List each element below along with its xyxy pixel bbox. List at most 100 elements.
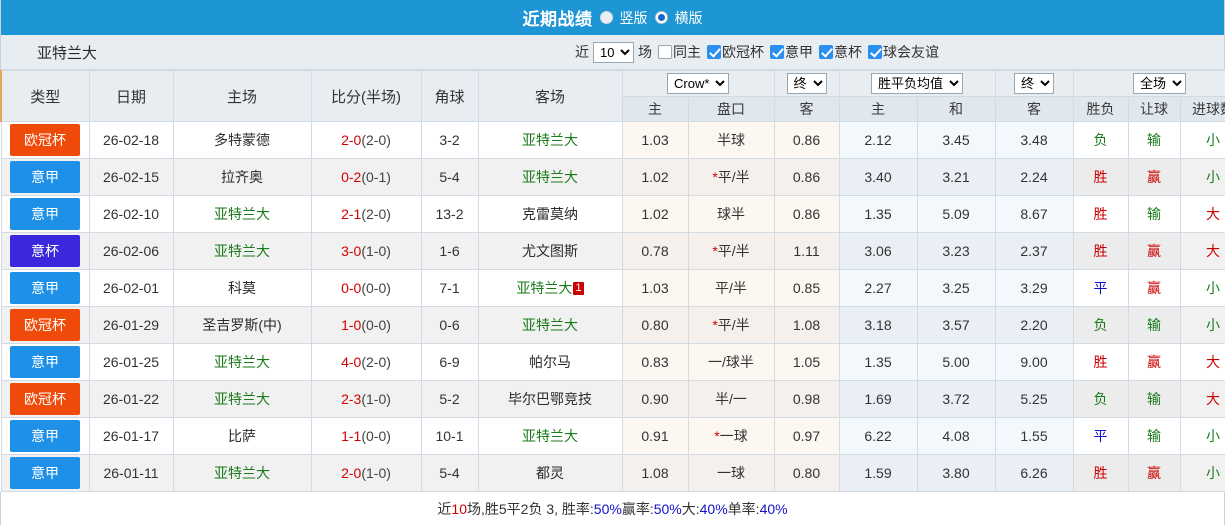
- away-team-name[interactable]: 都灵: [536, 465, 564, 481]
- cell-away-team[interactable]: 帕尔马: [477, 343, 623, 381]
- cell-score[interactable]: 2-0(1-0): [310, 454, 422, 492]
- league-filter-coppa[interactable]: 意杯: [819, 42, 862, 62]
- cell-away-team[interactable]: 都灵: [477, 454, 623, 492]
- match-count-select[interactable]: 10: [593, 41, 634, 63]
- cell-home-team[interactable]: 比萨: [172, 417, 312, 455]
- radio-vertical-view-label[interactable]: 竖版: [619, 9, 648, 26]
- league-badge[interactable]: 意甲: [10, 198, 80, 230]
- league-badge[interactable]: 欧冠杯: [10, 124, 80, 156]
- cell-score[interactable]: 2-0(2-0): [310, 121, 422, 159]
- cell-away-team[interactable]: 亚特兰大: [477, 121, 623, 159]
- table-row[interactable]: 欧冠杯 26-01-29 圣吉罗斯(中) 1-0(0-0) 0-6 亚特兰大 0.80 *平/…: [0, 306, 1225, 344]
- same-home-checkbox[interactable]: [658, 45, 672, 59]
- cell-type[interactable]: 意甲: [0, 195, 90, 233]
- odds-stage-2-select[interactable]: 终: [1014, 73, 1054, 94]
- league-badge[interactable]: 意甲: [10, 272, 80, 304]
- league-seriea-checkbox[interactable]: [770, 45, 784, 59]
- cell-type[interactable]: 意杯: [0, 232, 90, 270]
- league-badge[interactable]: 意甲: [10, 420, 80, 452]
- cell-type[interactable]: 意甲: [0, 417, 90, 455]
- league-badge[interactable]: 欧冠杯: [10, 309, 80, 341]
- league-ucl-checkbox[interactable]: [707, 45, 721, 59]
- away-team-name[interactable]: 亚特兰大: [522, 428, 578, 444]
- cell-type[interactable]: 欧冠杯: [0, 121, 90, 159]
- cell-type[interactable]: 意甲: [0, 269, 90, 307]
- away-team-name[interactable]: 亚特兰大: [522, 317, 578, 333]
- league-coppa-label[interactable]: 意杯: [834, 44, 862, 60]
- odds-stage-1-select[interactable]: 终: [786, 73, 827, 94]
- cell-home-team[interactable]: 亚特兰大: [172, 380, 312, 418]
- avg-selector-cell[interactable]: 胜平负均值: [838, 70, 996, 97]
- cell-home-team[interactable]: 亚特兰大: [172, 232, 312, 270]
- cell-score[interactable]: 0-2(0-1): [310, 158, 422, 196]
- cell-home-team[interactable]: 多特蒙德: [172, 121, 312, 159]
- table-row[interactable]: 意甲 26-02-15 拉齐奥 0-2(0-1) 5-4 亚特兰大 1.02 *平/半 0.86…: [0, 158, 1225, 196]
- odds-stage-1-cell[interactable]: 终: [773, 70, 840, 97]
- away-team-name[interactable]: 亚特兰大: [522, 169, 578, 185]
- cell-away-team[interactable]: 亚特兰大: [477, 306, 623, 344]
- cell-score[interactable]: 1-0(0-0): [310, 306, 422, 344]
- same-home-label[interactable]: 同主: [673, 44, 701, 60]
- table-row[interactable]: 意甲 26-02-01 科莫 0-0(0-0) 7-1 亚特兰大 1 1.03 平/半 0.85 2…: [0, 269, 1225, 307]
- cell-type[interactable]: 欧冠杯: [0, 306, 90, 344]
- league-ucl-label[interactable]: 欧冠杯: [722, 44, 764, 60]
- league-friendly-checkbox[interactable]: [868, 45, 882, 59]
- league-filter-ucl[interactable]: 欧冠杯: [707, 42, 764, 62]
- cell-score[interactable]: 0-0(0-0): [310, 269, 422, 307]
- cell-type[interactable]: 意甲: [0, 343, 90, 381]
- league-coppa-checkbox[interactable]: [819, 45, 833, 59]
- home-team-name[interactable]: 亚特兰大: [214, 206, 270, 222]
- home-team-name[interactable]: 亚特兰大: [214, 391, 270, 407]
- league-badge[interactable]: 意甲: [10, 161, 80, 193]
- league-filter-seriea[interactable]: 意甲: [770, 42, 813, 62]
- home-team-name[interactable]: 圣吉罗斯(中): [202, 317, 282, 333]
- table-row[interactable]: 意甲 26-01-25 亚特兰大 4-0(2-0) 6-9 帕尔马 0.83 一/球半 1.05…: [0, 343, 1225, 381]
- cell-score[interactable]: 1-1(0-0): [310, 417, 422, 455]
- league-badge[interactable]: 意甲: [10, 346, 80, 378]
- cell-away-team[interactable]: 亚特兰大: [477, 158, 623, 196]
- home-team-name[interactable]: 亚特兰大: [214, 243, 270, 259]
- league-seriea-label[interactable]: 意甲: [785, 44, 813, 60]
- table-row[interactable]: 意甲 26-01-11 亚特兰大 2-0(1-0) 5-4 都灵 1.08 一球 0.80 1.5…: [0, 454, 1225, 492]
- table-row[interactable]: 意杯 26-02-06 亚特兰大 3-0(1-0) 1-6 尤文图斯 0.78 *平/半 1.1…: [0, 232, 1225, 270]
- cell-away-team[interactable]: 亚特兰大: [477, 417, 623, 455]
- league-filter-friendly[interactable]: 球会友谊: [868, 42, 939, 62]
- home-team-name[interactable]: 亚特兰大: [214, 465, 270, 481]
- table-row[interactable]: 欧冠杯 26-02-18 多特蒙德 2-0(2-0) 3-2 亚特兰大 1.03 半球 0.86…: [0, 121, 1225, 159]
- cell-score[interactable]: 2-1(2-0): [310, 195, 422, 233]
- cell-away-team[interactable]: 毕尔巴鄂竞技: [477, 380, 623, 418]
- cell-home-team[interactable]: 科莫: [172, 269, 312, 307]
- table-row[interactable]: 意甲 26-01-17 比萨 1-1(0-0) 10-1 亚特兰大 0.91 *一球 0.97 6…: [0, 417, 1225, 455]
- home-team-name[interactable]: 科莫: [228, 280, 256, 296]
- radio-horizontal-view[interactable]: [654, 11, 668, 24]
- away-team-name[interactable]: 克雷莫纳: [522, 206, 578, 222]
- scope-selector-cell[interactable]: 全场: [1072, 70, 1225, 97]
- cell-score[interactable]: 4-0(2-0): [310, 343, 422, 381]
- same-home-filter[interactable]: 同主: [658, 42, 701, 62]
- home-team-name[interactable]: 拉齐奥: [221, 169, 263, 185]
- cell-type[interactable]: 意甲: [0, 158, 90, 196]
- away-team-name[interactable]: 亚特兰大: [522, 132, 578, 148]
- away-team-name[interactable]: 毕尔巴鄂竞技: [508, 391, 592, 407]
- home-team-name[interactable]: 比萨: [228, 428, 256, 444]
- cell-home-team[interactable]: 拉齐奥: [172, 158, 312, 196]
- cell-home-team[interactable]: 亚特兰大: [172, 343, 312, 381]
- home-team-name[interactable]: 亚特兰大: [214, 354, 270, 370]
- away-team-name[interactable]: 帕尔马: [529, 354, 571, 370]
- cell-away-team[interactable]: 克雷莫纳: [477, 195, 623, 233]
- radio-horizontal-view-label[interactable]: 横版: [674, 9, 703, 26]
- league-badge[interactable]: 意杯: [10, 235, 80, 267]
- table-row[interactable]: 欧冠杯 26-01-22 亚特兰大 2-3(1-0) 5-2 毕尔巴鄂竞技 0.90 半/一 0…: [0, 380, 1225, 418]
- avg-select[interactable]: 胜平负均值: [871, 73, 963, 94]
- odds-stage-2-cell[interactable]: 终: [994, 70, 1074, 97]
- table-row[interactable]: 意甲 26-02-10 亚特兰大 2-1(2-0) 13-2 克雷莫纳 1.02 球半 0.86…: [0, 195, 1225, 233]
- away-team-name[interactable]: 尤文图斯: [522, 243, 578, 259]
- cell-score[interactable]: 3-0(1-0): [310, 232, 422, 270]
- cell-home-team[interactable]: 亚特兰大: [172, 195, 312, 233]
- cell-type[interactable]: 意甲: [0, 454, 90, 492]
- league-friendly-label[interactable]: 球会友谊: [883, 44, 939, 60]
- cell-type[interactable]: 欧冠杯: [0, 380, 90, 418]
- away-team-name[interactable]: 亚特兰大: [516, 280, 573, 296]
- home-team-name[interactable]: 多特蒙德: [214, 132, 270, 148]
- company-selector-cell[interactable]: Crow*: [621, 70, 775, 97]
